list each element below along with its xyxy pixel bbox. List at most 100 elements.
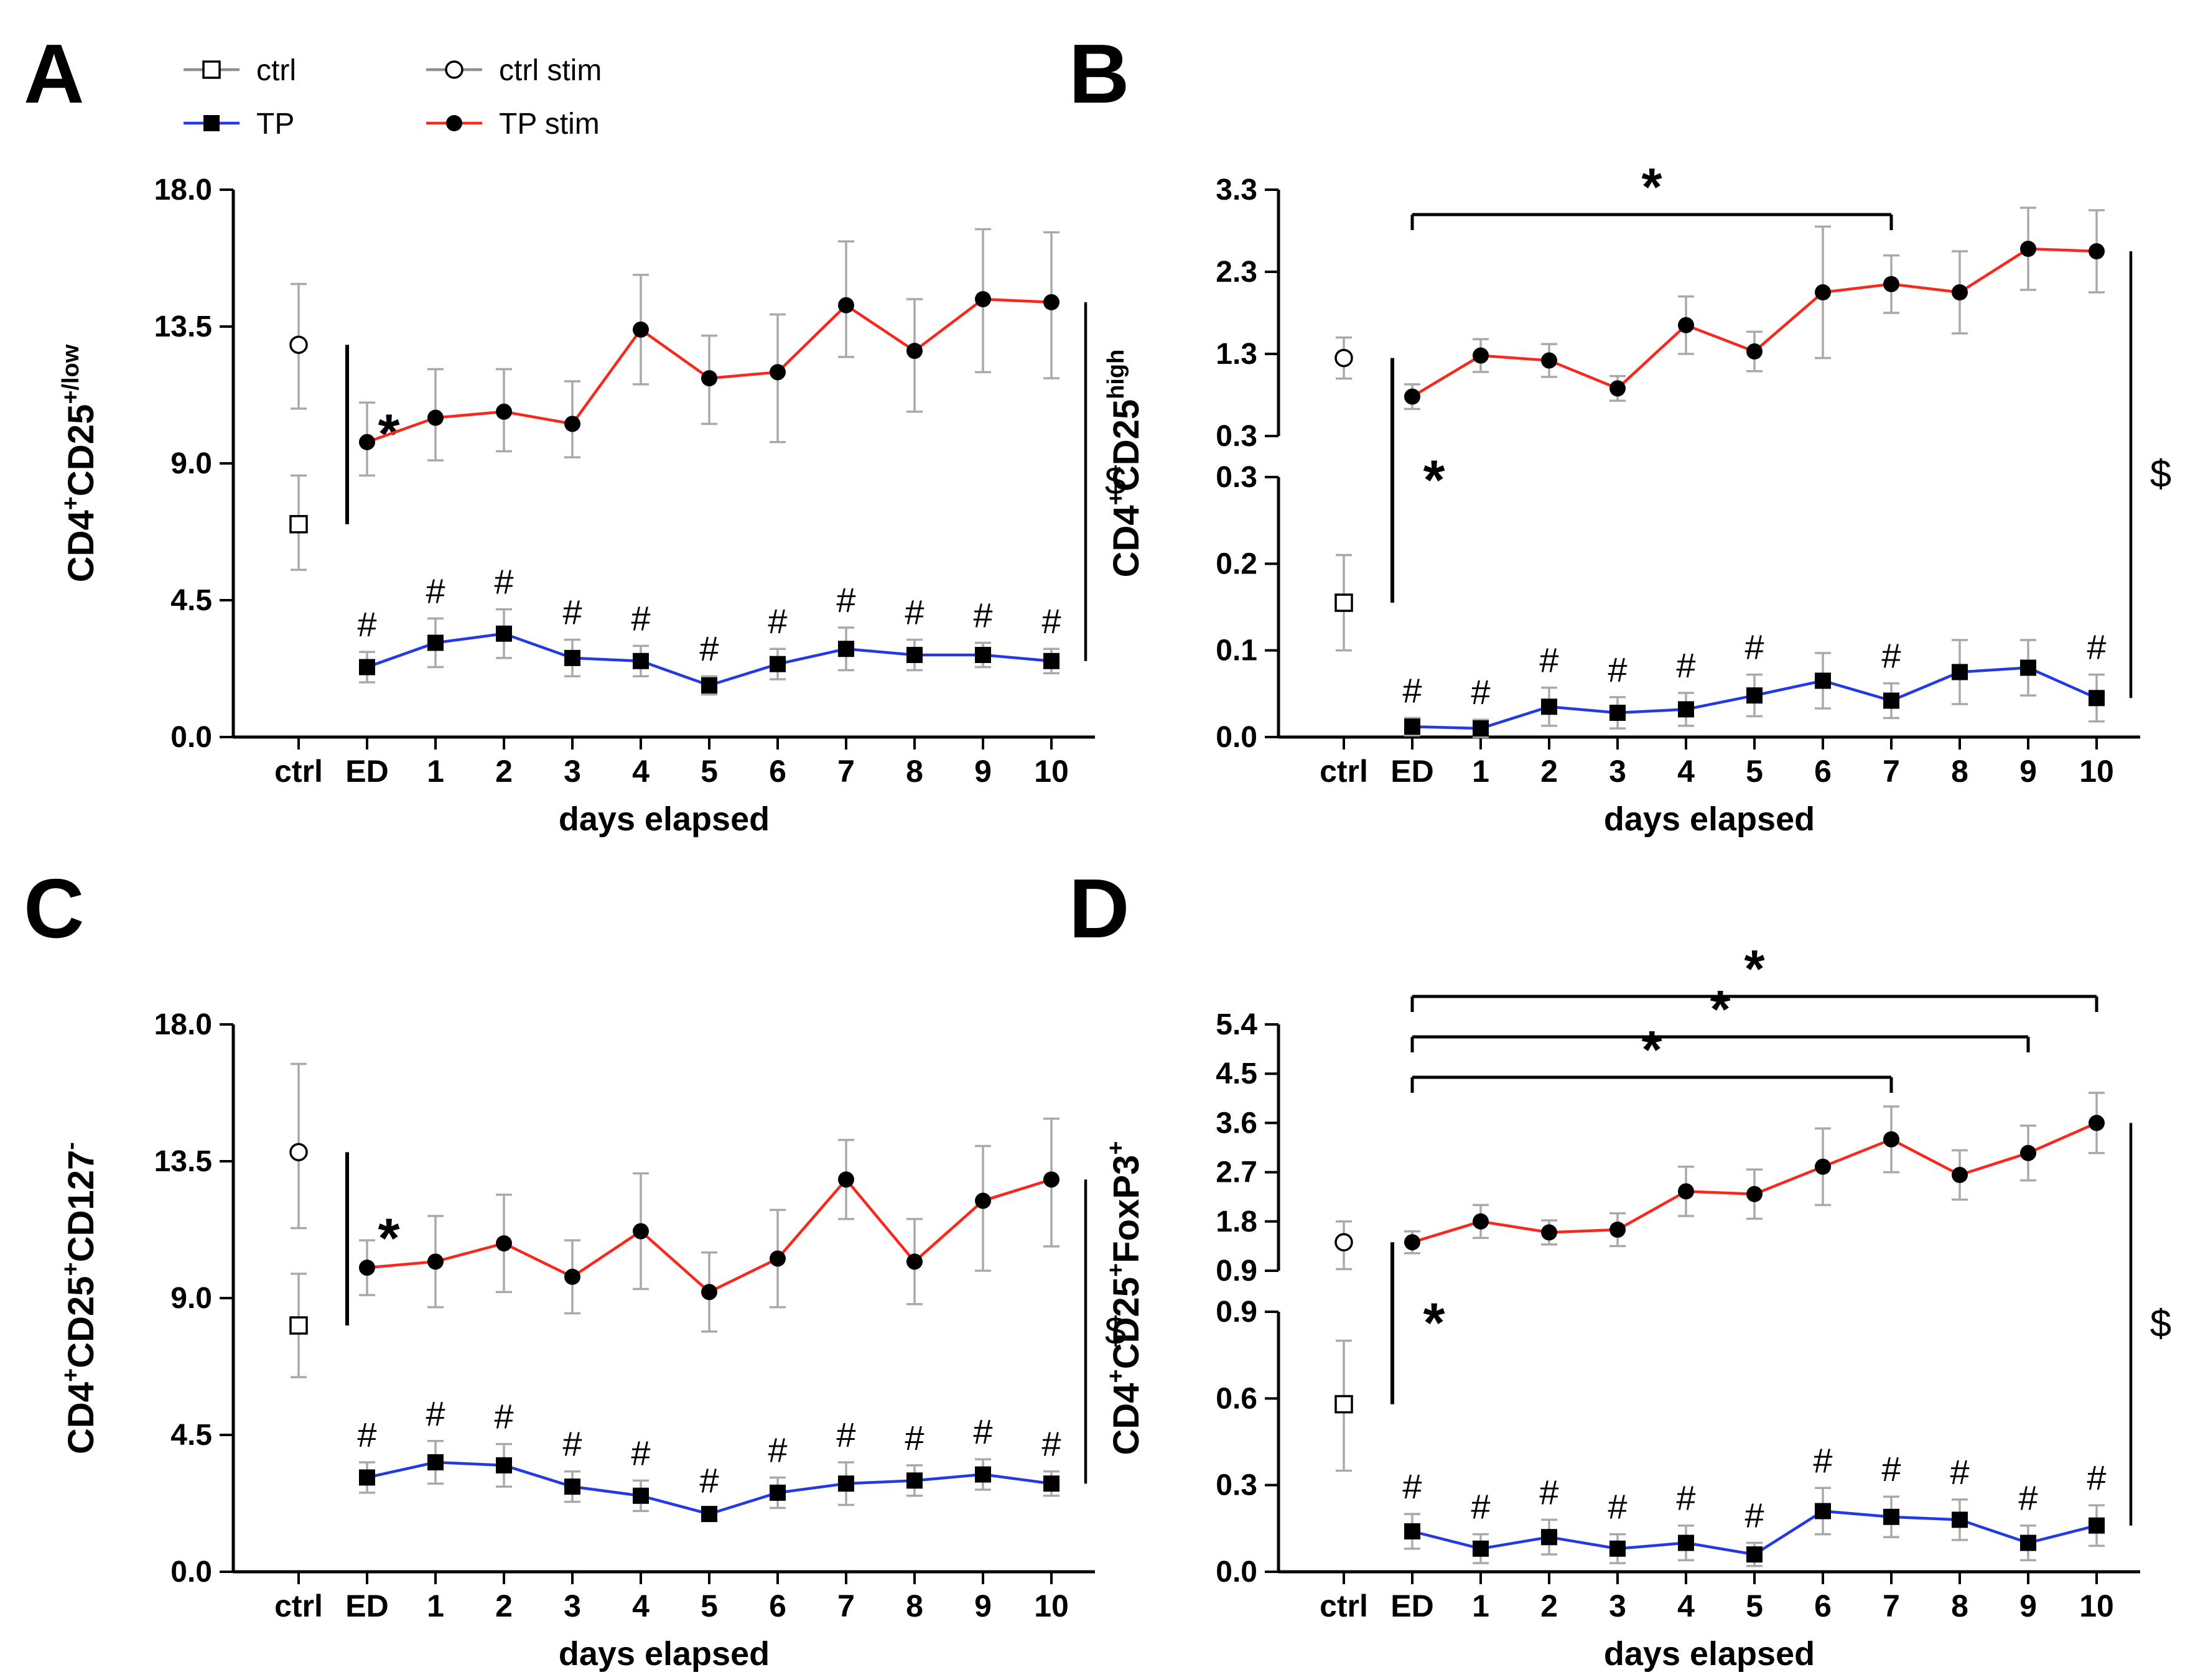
panel-A-x-tick-label: 2 xyxy=(495,754,513,789)
panel-A-x-tick-label: 4 xyxy=(632,754,650,789)
panel-B-y-title-part: CD4 xyxy=(1106,505,1147,577)
panel-A-tp_stim-marker-6 xyxy=(770,364,786,381)
panel-C-hash-8: # xyxy=(905,1418,924,1457)
panel-C-tp-marker-5 xyxy=(701,1506,717,1523)
panel-A-tp-marker-6 xyxy=(770,656,786,672)
panel-D-x-tick-label: 7 xyxy=(1883,1589,1900,1623)
panel-A-tp_stim-marker-5 xyxy=(701,370,717,387)
panel-B-hash-4: # xyxy=(1676,646,1695,685)
panel-C-y-title-part: CD25 xyxy=(61,1276,101,1368)
panel-A-hash-10: # xyxy=(1041,601,1061,641)
panel-B-tp-marker-ED xyxy=(1404,718,1420,735)
panel-D-ctrl-marker xyxy=(1334,1395,1353,1414)
panel-C-y-tick-label: 0.0 xyxy=(170,1556,212,1589)
panel-A-y-title-part: CD4 xyxy=(61,510,101,582)
panel-C-x-tick-label: 8 xyxy=(906,1589,923,1623)
panel-B-x-tick-label: 6 xyxy=(1814,754,1832,789)
panel-D-tp_stim-marker-ED xyxy=(1404,1234,1420,1251)
panel-A-tp-marker-1 xyxy=(427,634,444,651)
legend-square-open-icon xyxy=(202,60,221,79)
panel-B-hash-ED: # xyxy=(1402,671,1422,710)
panel-B-hash-2: # xyxy=(1539,641,1558,680)
panel-D-tp_stim-marker-9 xyxy=(2020,1144,2036,1161)
panel-D-y-tick-label: 0.9 xyxy=(1216,1255,1257,1288)
panel-B-dollar-label: $ xyxy=(2150,453,2171,496)
panel-B-tp_stim-marker-8 xyxy=(1952,284,1968,300)
panel-C-tp-marker-3 xyxy=(564,1478,580,1495)
panel-C-y-title-part: CD4 xyxy=(61,1382,101,1454)
panel-C-hash-5: # xyxy=(699,1460,719,1500)
panel-A-x-tick-label: 10 xyxy=(1034,754,1069,789)
panel-A-hash-6: # xyxy=(768,601,787,641)
panel-C-ctrl-marker xyxy=(289,1316,308,1335)
panel-A-tp_stim-marker-9 xyxy=(975,291,991,307)
panel-D-tp_stim-marker-4 xyxy=(1678,1183,1694,1200)
panel-A-hash-3: # xyxy=(562,593,582,632)
panel-B-tp-marker-6 xyxy=(1815,672,1831,689)
panel-B-y-tick-label: 1.3 xyxy=(1216,338,1257,371)
panel-D-hash-1: # xyxy=(1471,1487,1490,1526)
panel-A-y-axis-title: CD4+CD25+/low xyxy=(58,344,101,582)
panel-B-y-tick-label: 0.3 xyxy=(1216,461,1257,494)
panel-A-tp_stim-marker-7 xyxy=(838,297,854,313)
panel-C-x-tick-label: 4 xyxy=(632,1589,650,1623)
panel-C-ctrl-stim-marker xyxy=(289,1143,308,1162)
panel-D-x-axis-title: days elapsed xyxy=(1604,1635,1815,1673)
panel-A-y-title-part: + xyxy=(58,496,84,510)
panel-C-y-title-part: CD127 xyxy=(61,1150,101,1263)
legend-circle-filled-icon xyxy=(446,115,462,131)
panel-A-tp-marker-ED xyxy=(359,659,375,675)
panel-A-y-tick-label: 0.0 xyxy=(170,721,212,754)
panel-B-hash-3: # xyxy=(1608,650,1627,689)
panel-D-x-tick-label: 8 xyxy=(1951,1589,1968,1623)
panel-B-x-tick-label: 8 xyxy=(1951,754,1968,789)
panel-D-y-title-part: CD4 xyxy=(1106,1383,1147,1455)
panel-C-tp_stim-marker-9 xyxy=(975,1192,991,1209)
panel-C-tp-marker-ED xyxy=(359,1469,375,1486)
panel-B-tp_stim-marker-5 xyxy=(1746,343,1763,360)
panel-B-y-tick-label: 3.3 xyxy=(1216,174,1257,207)
panel-A-tp_stim-marker-10 xyxy=(1043,294,1060,310)
panel-D-bracket-star: * xyxy=(1710,980,1730,1039)
panel-B-letter: B xyxy=(1069,27,1130,121)
panel-C-hash-4: # xyxy=(631,1433,650,1472)
panel-C-x-tick-label: 1 xyxy=(427,1589,444,1623)
panel-B-y-title-part: CD25 xyxy=(1106,399,1147,491)
panel-A-hash-2: # xyxy=(494,562,513,601)
panel-D-y-title-part: FoxP3 xyxy=(1106,1155,1147,1263)
panel-D-x-tick-label: 10 xyxy=(2079,1589,2114,1623)
panel-C-x-tick-label: 9 xyxy=(974,1589,992,1623)
panel-B-x-tick-label: 1 xyxy=(1472,754,1489,789)
panel-B-hash-5: # xyxy=(1744,628,1764,667)
panel-D-tp_stim-marker-7 xyxy=(1883,1131,1899,1148)
panel-D-y-title-part: + xyxy=(1103,1263,1129,1277)
panel-C-hash-3: # xyxy=(562,1424,582,1464)
panel-A-x-tick-label: ED xyxy=(345,754,388,789)
panel-D-tp_stim-marker-2 xyxy=(1541,1224,1557,1241)
panel-D-hash-7: # xyxy=(1881,1449,1901,1488)
panel-D-y-tick-label: 4.5 xyxy=(1216,1057,1257,1090)
panel-A-x-tick-label: 3 xyxy=(564,754,581,789)
panel-D-x-tick-label: ctrl xyxy=(1320,1589,1368,1623)
panel-A-y-title-part: CD25 xyxy=(61,404,101,496)
panel-A-x-tick-label: 5 xyxy=(701,754,718,789)
panel-A-x-tick-label: 8 xyxy=(906,754,923,789)
panel-C-tp-marker-1 xyxy=(427,1454,444,1470)
panel-A-tp-marker-4 xyxy=(633,652,649,669)
panel-B-tp-marker-7 xyxy=(1883,692,1899,709)
panel-C-tp_stim-marker-6 xyxy=(770,1250,786,1267)
panel-D-hash-4: # xyxy=(1676,1478,1695,1518)
panel-A-x-tick-label: 7 xyxy=(837,754,855,789)
panel-B-hash-7: # xyxy=(1881,636,1901,675)
panel-D-hash-3: # xyxy=(1608,1487,1627,1526)
panel-C-hash-10: # xyxy=(1041,1424,1061,1464)
panel-A-ctrl-stim-marker xyxy=(289,335,308,355)
panel-D-y-title-part: + xyxy=(1103,1141,1129,1155)
panel-B-hash-1: # xyxy=(1471,672,1490,712)
panel-A-x-axis-title: days elapsed xyxy=(559,801,770,838)
panel-D-x-tick-label: 2 xyxy=(1540,1589,1558,1623)
panel-C-x-axis-title: days elapsed xyxy=(559,1635,770,1673)
panel-D-tp_stim-marker-8 xyxy=(1952,1167,1968,1183)
panel-B-y-axis-title: CD4+CD25high xyxy=(1103,350,1147,578)
